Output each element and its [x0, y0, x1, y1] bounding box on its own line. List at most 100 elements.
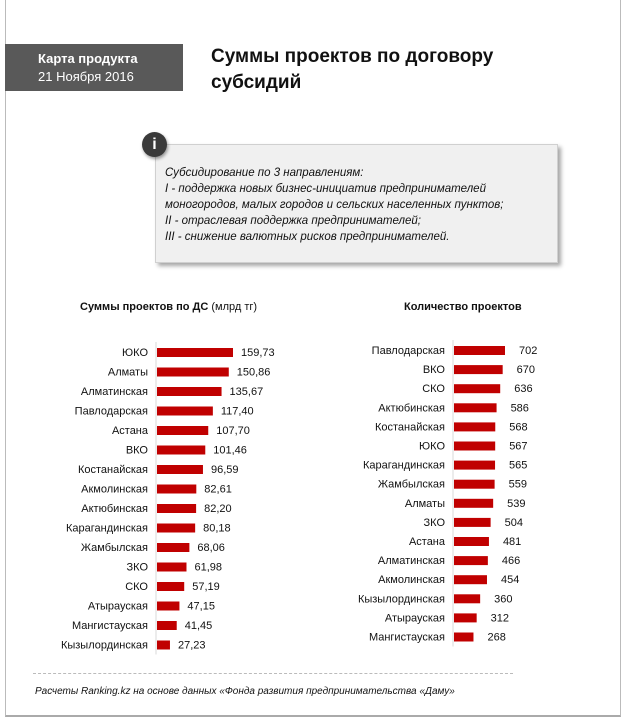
bar [454, 422, 496, 432]
category-label: ВКО [423, 364, 446, 376]
data-label: 466 [502, 555, 520, 567]
category-label: Жамбылская [81, 542, 148, 554]
bar [454, 346, 505, 355]
bar [454, 613, 477, 623]
category-label: ЗКО [424, 517, 446, 529]
data-label: 636 [514, 383, 532, 395]
data-label: 135,67 [230, 386, 264, 398]
data-label: 568 [509, 421, 527, 433]
bar [157, 523, 196, 533]
data-label: 312 [491, 612, 509, 624]
category-label: Астана [112, 425, 149, 437]
info-box: Субсидирование по 3 направлениям: I - по… [155, 144, 558, 263]
data-label: 670 [517, 364, 535, 376]
bar [454, 594, 481, 604]
bar [157, 465, 203, 474]
bar [157, 426, 209, 435]
data-label: 504 [505, 517, 523, 529]
category-label: Кызылординская [61, 640, 148, 652]
category-label: Карагандинская [363, 460, 445, 472]
bar [454, 441, 496, 451]
data-label: 565 [509, 460, 527, 472]
data-label: 47,15 [187, 601, 215, 613]
category-label: Мангистауская [72, 620, 148, 632]
info-icon: i [142, 132, 167, 157]
category-label: Костанайская [375, 421, 445, 433]
bar [157, 367, 229, 377]
product-label: Карта продукта [38, 51, 138, 66]
category-label: Павлодарская [75, 406, 148, 418]
bar [157, 640, 170, 650]
category-label: Атырауская [385, 612, 445, 624]
data-label: 82,20 [204, 503, 232, 515]
category-label: Жамбылская [378, 479, 445, 491]
chart-title-sums: Суммы проектов по ДС (млрд тг) [80, 301, 257, 313]
bar [454, 498, 494, 508]
data-label: 61,98 [194, 562, 222, 574]
data-label: 57,19 [192, 581, 220, 593]
category-label: Мангистауская [369, 632, 445, 644]
category-label: ЗКО [127, 562, 149, 574]
data-label: 68,06 [197, 542, 225, 554]
report-date: 21 Ноября 2016 [38, 69, 134, 84]
category-label: Алматы [405, 498, 445, 510]
page-title: Суммы проектов по договору субсидий [211, 46, 494, 93]
bar [454, 384, 501, 394]
bar [454, 479, 495, 489]
category-label: Актюбинская [81, 503, 148, 515]
info-line: III - снижение валютных рисков предприни… [165, 231, 450, 243]
category-label: СКО [125, 581, 148, 593]
info-text: Субсидирование по 3 направлениям: I - по… [165, 165, 503, 245]
bar [157, 543, 190, 552]
chart-title-text: Суммы проектов по ДС [80, 301, 209, 313]
category-label: Кызылординская [358, 593, 445, 605]
bar [454, 365, 503, 375]
data-label: 559 [509, 479, 527, 491]
category-label: Алматинская [81, 386, 148, 398]
data-label: 117,40 [221, 406, 254, 418]
page-frame [5, 0, 621, 717]
info-line: моногородов, малых городов и сельских на… [165, 199, 504, 211]
category-label: ЮКО [419, 441, 445, 453]
info-line: II - отраслевая поддержка предпринимател… [165, 215, 421, 227]
footer-divider [33, 673, 513, 674]
data-label: 107,70 [216, 425, 250, 437]
category-label: Астана [409, 536, 446, 548]
bar [157, 562, 187, 572]
bar [454, 460, 496, 470]
data-label: 41,45 [185, 620, 213, 632]
data-label: 586 [511, 402, 529, 414]
chart-unit: (млрд тг) [211, 301, 258, 313]
bar [157, 348, 233, 357]
bar [454, 517, 491, 527]
category-label: СКО [422, 383, 445, 395]
bar [454, 632, 474, 642]
data-label: 268 [487, 632, 505, 644]
data-label: 539 [507, 498, 525, 510]
bar [157, 504, 197, 513]
category-label: Алматинская [378, 555, 445, 567]
data-label: 567 [509, 441, 527, 453]
category-label: ЮКО [122, 347, 148, 359]
bar [157, 484, 197, 494]
data-label: 82,61 [204, 484, 232, 496]
data-label: 481 [503, 536, 521, 548]
data-label: 360 [494, 593, 512, 605]
bar [157, 406, 213, 416]
bar [157, 582, 185, 591]
category-label: Акмолинская [378, 574, 445, 586]
bar [454, 575, 487, 585]
bar [157, 387, 222, 396]
data-label: 159,73 [241, 347, 275, 359]
chart-title-count: Количество проектов [404, 301, 522, 313]
category-label: Павлодарская [372, 345, 445, 357]
data-label: 150,86 [237, 367, 271, 379]
category-label: Акмолинская [81, 484, 148, 496]
bar [157, 601, 180, 611]
data-label: 80,18 [203, 523, 231, 535]
category-label: Карагандинская [66, 523, 148, 535]
category-label: Алматы [108, 367, 148, 379]
bar [157, 621, 177, 630]
data-label: 96,59 [211, 464, 239, 476]
